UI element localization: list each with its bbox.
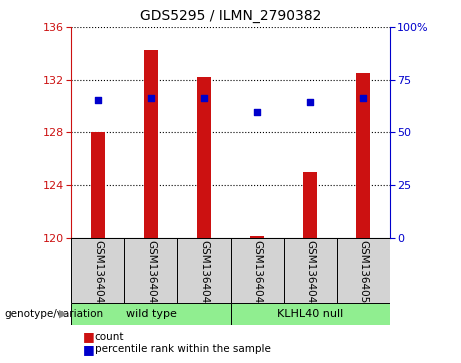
- Title: GDS5295 / ILMN_2790382: GDS5295 / ILMN_2790382: [140, 9, 321, 24]
- Point: [359, 95, 366, 101]
- Text: ▶: ▶: [59, 309, 68, 319]
- Text: count: count: [95, 332, 124, 342]
- Bar: [337, 238, 390, 303]
- Text: GSM1364045: GSM1364045: [93, 240, 103, 310]
- Text: GSM1364047: GSM1364047: [199, 240, 209, 310]
- Point: [94, 97, 101, 102]
- Text: GSM1364050: GSM1364050: [358, 240, 368, 310]
- Bar: [250, 236, 264, 238]
- Bar: [197, 77, 211, 238]
- Text: GSM1364049: GSM1364049: [305, 240, 315, 310]
- Bar: [230, 238, 284, 303]
- Bar: [177, 238, 230, 303]
- Point: [254, 109, 261, 115]
- Point: [306, 99, 313, 105]
- Bar: [284, 238, 337, 303]
- Point: [200, 95, 207, 101]
- Text: wild type: wild type: [125, 309, 177, 319]
- Text: KLHL40 null: KLHL40 null: [277, 309, 343, 319]
- Point: [148, 95, 155, 101]
- Text: genotype/variation: genotype/variation: [5, 309, 104, 319]
- Bar: [71, 303, 230, 325]
- Bar: [303, 172, 317, 238]
- Bar: [230, 303, 390, 325]
- Text: GSM1364048: GSM1364048: [252, 240, 262, 310]
- Text: percentile rank within the sample: percentile rank within the sample: [95, 344, 271, 354]
- Bar: [124, 238, 177, 303]
- Bar: [71, 238, 124, 303]
- Bar: [144, 50, 158, 238]
- Bar: [91, 132, 105, 238]
- Bar: [356, 73, 370, 238]
- Text: ■: ■: [83, 330, 95, 343]
- Text: ■: ■: [83, 343, 95, 356]
- Text: GSM1364046: GSM1364046: [146, 240, 156, 310]
